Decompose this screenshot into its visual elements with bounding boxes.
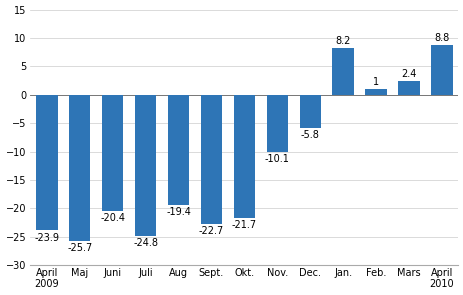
Text: -19.4: -19.4 — [166, 207, 191, 217]
Text: 8.8: 8.8 — [433, 33, 449, 43]
Text: -22.7: -22.7 — [199, 226, 224, 236]
Text: -23.9: -23.9 — [34, 233, 59, 243]
Bar — [398, 81, 419, 95]
Text: 2.4: 2.4 — [400, 69, 416, 79]
Bar — [102, 95, 123, 211]
Bar — [69, 95, 90, 241]
Text: -20.4: -20.4 — [100, 213, 125, 223]
Text: -10.1: -10.1 — [264, 154, 289, 164]
Text: -24.8: -24.8 — [133, 238, 158, 248]
Text: -5.8: -5.8 — [300, 130, 319, 140]
Bar — [168, 95, 189, 205]
Text: 8.2: 8.2 — [335, 37, 350, 47]
Text: 1: 1 — [372, 77, 378, 87]
Bar — [135, 95, 156, 235]
Text: -25.7: -25.7 — [67, 243, 92, 253]
Bar — [266, 95, 288, 152]
Bar — [36, 95, 57, 230]
Bar — [299, 95, 320, 128]
Bar — [430, 45, 452, 95]
Bar — [332, 48, 353, 95]
Bar — [233, 95, 255, 218]
Bar — [365, 89, 386, 95]
Bar — [200, 95, 222, 224]
Text: -21.7: -21.7 — [232, 220, 257, 230]
